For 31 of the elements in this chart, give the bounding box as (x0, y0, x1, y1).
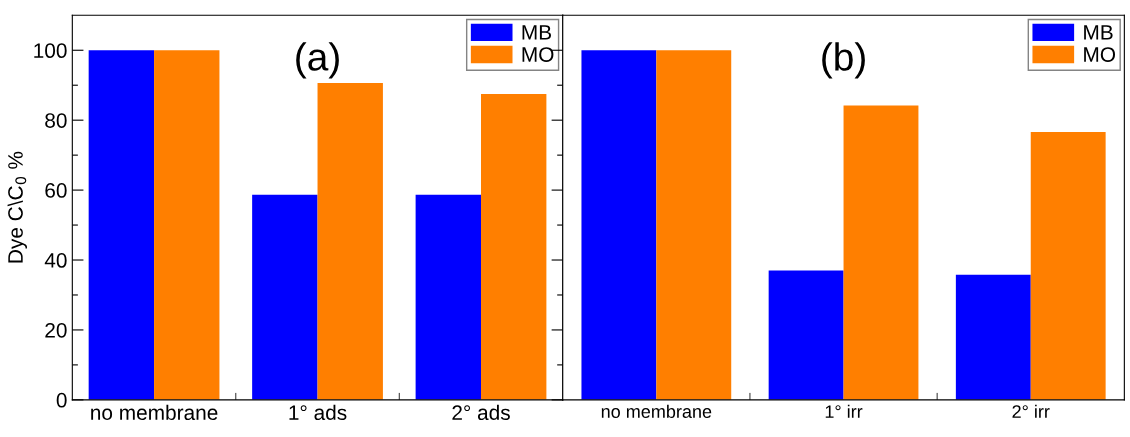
legend-label: MB (522, 25, 551, 40)
y-tick-label: 20 (45, 322, 67, 338)
x-tick-label: no membrane (601, 404, 712, 418)
bar (656, 50, 732, 400)
y-tick-label: 40 (44, 253, 67, 268)
x-tick-label: 2° irr (1012, 404, 1050, 418)
y-axis-title: Dye C\C$_{0}$ % (7, 151, 27, 263)
text: (b) (822, 42, 865, 79)
bar (1030, 132, 1106, 400)
bar (252, 194, 318, 400)
bar (317, 83, 383, 400)
x-tick-label: no membrane (91, 404, 218, 421)
y-tick-label: 60 (45, 183, 67, 198)
bar (481, 93, 547, 400)
legend-label: MO (1084, 47, 1116, 62)
legend-label: MB (1084, 25, 1113, 40)
y-tick-label: 80 (45, 113, 67, 128)
y-tick-label: 100 (34, 43, 67, 59)
x-tick-label: 1° irr (825, 404, 863, 418)
text: (a) (296, 42, 339, 79)
x-tick-label: 1° ads (289, 404, 347, 421)
legend-label: MO (522, 47, 554, 62)
bar (154, 50, 220, 400)
bar (581, 50, 657, 400)
y-tick-label: 0 (56, 392, 67, 408)
bar (955, 274, 1031, 400)
x-tick-label: 2° ads (452, 404, 510, 421)
bar (768, 270, 844, 400)
bar (88, 50, 155, 400)
bar (415, 194, 481, 400)
bar (843, 105, 919, 400)
